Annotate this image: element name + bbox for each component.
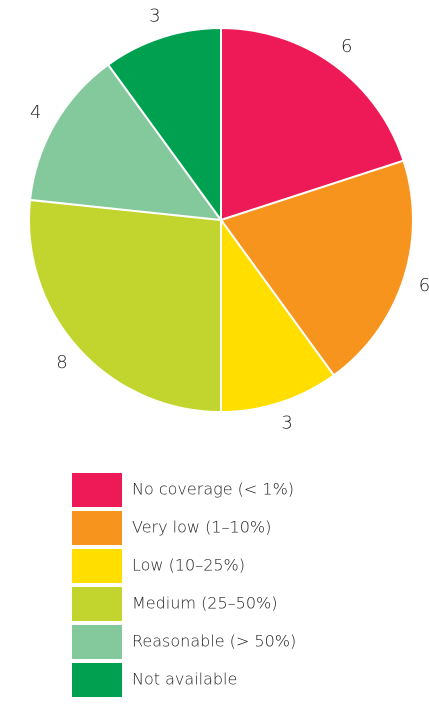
pie-slice (106, 26, 222, 224)
pie-slice (28, 63, 224, 222)
slice-label: 8 (56, 352, 67, 373)
pie-slice (220, 216, 336, 414)
legend-swatch (72, 625, 122, 659)
slice-label: 3 (281, 413, 292, 434)
legend-swatch (72, 587, 122, 621)
legend-swatch (72, 663, 122, 697)
legend-label: Medium (25–50%) (132, 594, 277, 613)
pie-slice (220, 26, 405, 222)
slice-label: 4 (30, 102, 41, 123)
legend-swatch (72, 549, 122, 583)
slice-label: 6 (419, 275, 429, 296)
legend-label: Very low (1–10%) (132, 518, 271, 537)
legend-swatch (72, 473, 122, 507)
slice-label: 6 (341, 36, 352, 57)
slice-label: 3 (149, 5, 160, 26)
pie-slice (28, 198, 222, 414)
legend-label: No coverage (< 1%) (132, 480, 294, 499)
legend-swatch (72, 511, 122, 545)
legend-label: Low (10–25%) (132, 556, 245, 575)
pie-slice (219, 159, 414, 377)
legend-label: Not available (132, 670, 237, 689)
legend-label: Reasonable (> 50%) (132, 632, 296, 651)
